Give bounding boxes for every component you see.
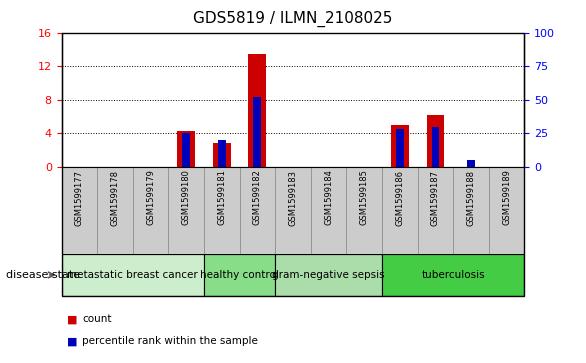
Bar [182,133,190,167]
Bar [391,125,409,167]
Bar [248,54,266,167]
Text: ■: ■ [67,314,78,325]
Bar [275,167,311,254]
Text: GSM1599187: GSM1599187 [431,170,440,225]
Bar [382,254,524,296]
Bar [62,167,97,254]
Bar [418,167,453,254]
Bar [467,160,475,167]
Text: gram-negative sepsis: gram-negative sepsis [272,270,385,280]
Bar [178,131,195,167]
Bar [254,97,261,167]
Bar [133,167,168,254]
Text: GSM1599188: GSM1599188 [466,170,476,225]
Text: GSM1599182: GSM1599182 [253,170,262,225]
Text: GSM1599179: GSM1599179 [146,170,155,225]
Bar [382,167,418,254]
Bar [427,115,444,167]
Bar [204,167,240,254]
Bar [453,167,489,254]
Bar [168,167,204,254]
Bar [240,167,275,254]
Text: healthy control: healthy control [200,270,279,280]
Text: GSM1599183: GSM1599183 [288,170,298,225]
Text: disease state: disease state [6,270,80,280]
Text: GSM1599184: GSM1599184 [324,170,333,225]
Text: GSM1599186: GSM1599186 [396,170,404,225]
Bar [489,167,524,254]
Bar [62,254,204,296]
Bar [275,254,382,296]
Bar [97,167,133,254]
Text: GSM1599189: GSM1599189 [502,170,511,225]
Bar [213,143,231,167]
Text: ■: ■ [67,336,78,346]
Text: GSM1599181: GSM1599181 [217,170,226,225]
Text: percentile rank within the sample: percentile rank within the sample [82,336,258,346]
Text: GSM1599180: GSM1599180 [182,170,190,225]
Text: metastatic breast cancer: metastatic breast cancer [67,270,198,280]
Text: count: count [82,314,111,325]
Text: GSM1599178: GSM1599178 [110,170,120,225]
Bar [431,127,440,167]
Bar [218,140,226,167]
Bar [311,167,346,254]
Text: GSM1599177: GSM1599177 [75,170,84,225]
Text: tuberculosis: tuberculosis [421,270,485,280]
Bar [204,254,275,296]
Text: GDS5819 / ILMN_2108025: GDS5819 / ILMN_2108025 [193,11,393,27]
Bar [346,167,382,254]
Bar [396,129,404,167]
Text: GSM1599185: GSM1599185 [360,170,369,225]
